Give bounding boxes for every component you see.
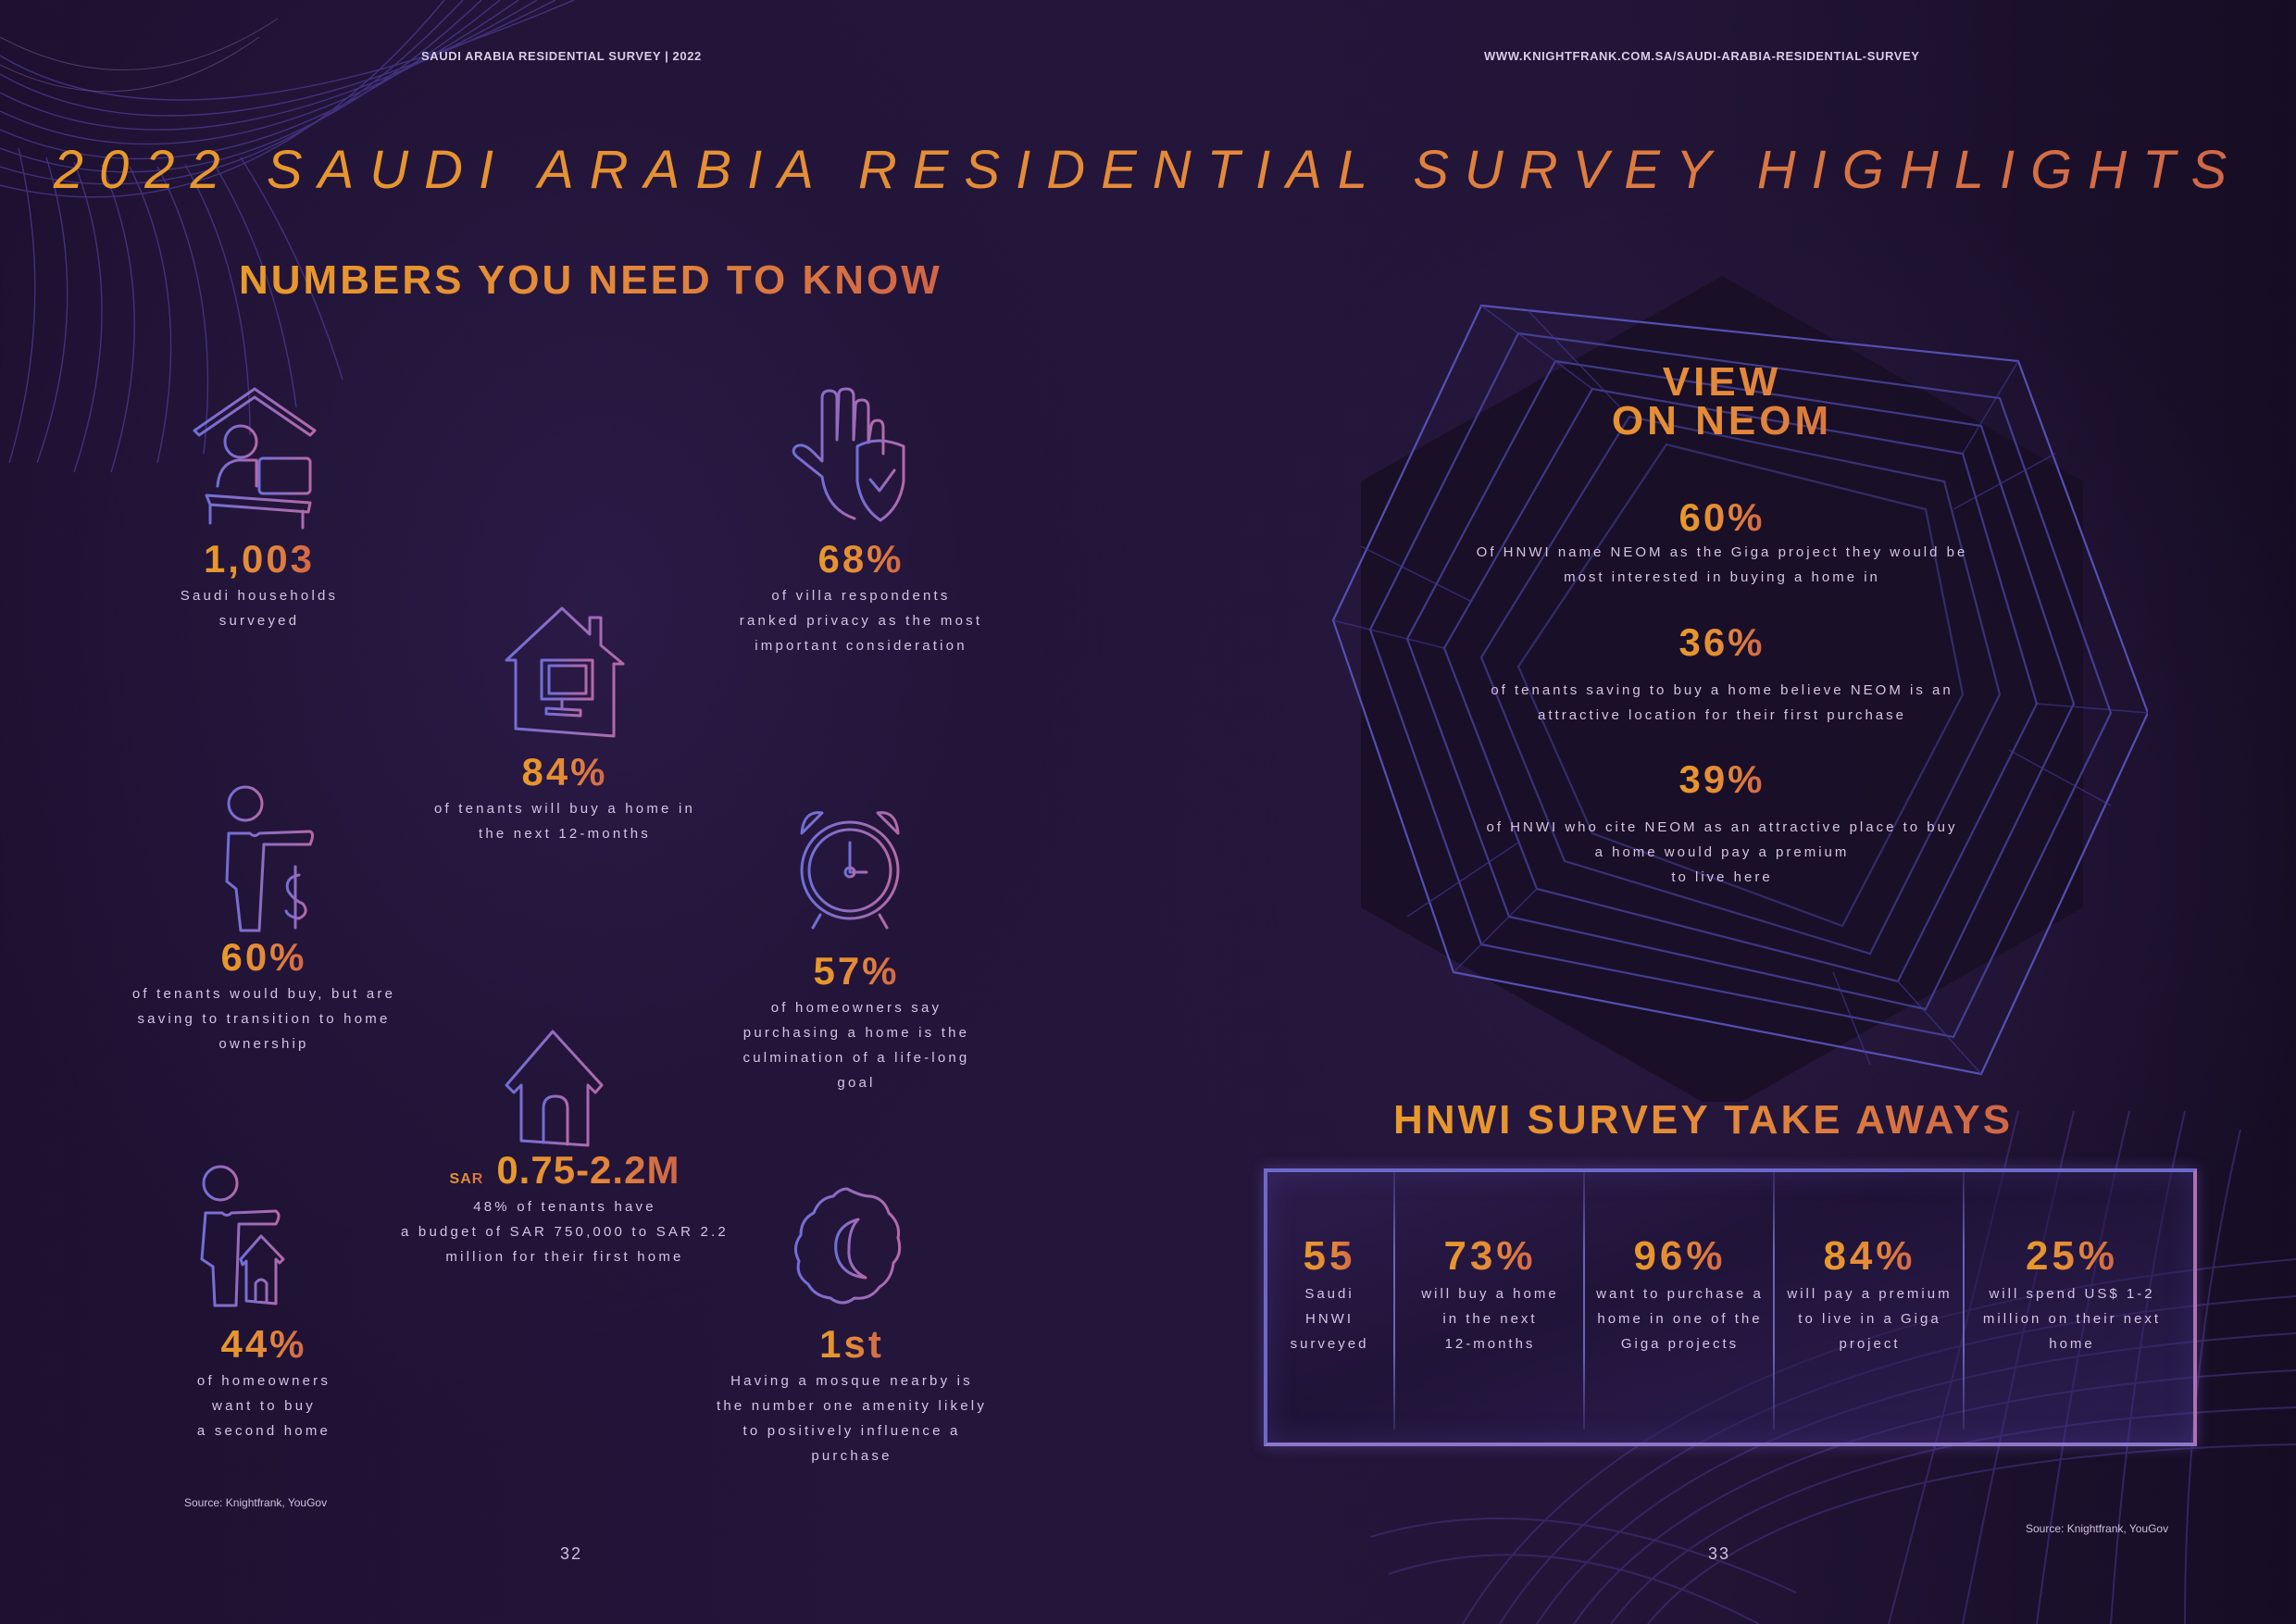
stat-description: of tenants would buy, but are saving to … (131, 986, 396, 1052)
stat-value: 0.75-2.2M (496, 1148, 680, 1192)
wave-mesh-decoration-bottom-right (1370, 1110, 2296, 1624)
running-header-url[interactable]: WWW.KNIGHTFRANK.COM.SA/SAUDI-ARABIA-RESI… (1484, 49, 1920, 63)
page-number-right: 33 (1708, 1544, 1731, 1563)
section-title-numbers: NUMBERS YOU NEED TO KNOW (239, 257, 942, 303)
hnwi-takeaways-panel: 55 Saudi HNWI surveyed 73% will buy a ho… (1264, 1168, 2296, 1446)
stat-value: 36% (1678, 620, 1766, 664)
hnwi-stat-spend: 25% will spend US$ 1-2 million on their … (1965, 1168, 2179, 1444)
stat-value: 55 (1303, 1233, 1356, 1279)
neom-hexagon-decoration (1331, 276, 2148, 1102)
column-divider (1963, 1172, 1965, 1430)
stat-value: 1st (819, 1322, 884, 1366)
stat-second-home: 44% of homeowners want to buy a second h… (139, 1322, 389, 1443)
person-house-icon (194, 1157, 292, 1315)
stat-life-long-goal: 57% of homeowners say purchasing a home … (718, 949, 995, 1095)
wave-mesh-decoration-top-left (0, 0, 575, 473)
stat-description: will pay a premium to live in a Giga pro… (1787, 1286, 1953, 1352)
currency-prefix: SAR (449, 1171, 484, 1187)
crescent-badge-icon (792, 1187, 912, 1321)
stat-tenants-buy: 84% of tenants will buy a home in the ne… (426, 750, 704, 846)
stat-value: 1,003 (203, 537, 316, 581)
column-divider (1583, 1172, 1585, 1430)
stat-description: Saudi households surveyed (180, 588, 339, 629)
stat-value: 60% (220, 935, 307, 979)
stat-description: will buy a home in the next 12-months (1421, 1286, 1559, 1352)
hnwi-stat-pay-premium: 84% will pay a premium to live in a Giga… (1775, 1168, 1965, 1444)
stat-description: Saudi HNWI surveyed (1290, 1286, 1369, 1352)
source-note-left: Source: Knightfrank, YouGov (184, 1496, 328, 1509)
stat-description: of tenants saving to buy a home believe … (1491, 682, 1953, 723)
stat-value: 96% (1633, 1233, 1727, 1279)
stat-description: will spend US$ 1-2 million on their next… (1982, 1286, 2162, 1352)
stat-description: of HNWI who cite NEOM as an attractive p… (1486, 819, 1958, 885)
stat-value: 57% (813, 949, 900, 993)
running-header-left: SAUDI ARABIA RESIDENTIAL SURVEY | 2022 (421, 49, 702, 63)
neom-stat-3: 39% of HNWI who cite NEOM as an attracti… (1444, 757, 2000, 890)
stat-description: Of HNWI name NEOM as the Giga project th… (1476, 544, 1968, 585)
column-divider (1773, 1172, 1775, 1430)
panel-frame (1264, 1168, 2197, 1446)
stat-value: 84% (1823, 1233, 1916, 1279)
neom-stat-2: 36% of tenants saving to buy a home beli… (1444, 620, 2000, 728)
neom-title-line1: VIEW (1518, 362, 1926, 403)
stat-value: 39% (1678, 757, 1766, 801)
stat-description: of homeowners want to buy a second home (196, 1373, 331, 1439)
stat-privacy: 68% of villa respondents ranked privacy … (722, 537, 1000, 658)
stat-value: 25% (2025, 1233, 2119, 1279)
stat-description: of tenants will buy a home in the next 1… (433, 801, 696, 842)
house-icon (505, 1030, 606, 1155)
stat-tenants-saving: 60% of tenants would buy, but are saving… (125, 935, 403, 1056)
house-computer-icon (505, 606, 625, 741)
stat-households-surveyed: 1,003 Saudi households surveyed (139, 537, 380, 633)
stat-description: want to purchase a home in one of the Gi… (1596, 1286, 1764, 1352)
source-note-right: Source: Knightfrank, YouGov (2026, 1522, 2169, 1535)
stat-value: 60% (1678, 495, 1766, 539)
stat-budget: SAR 0.75-2.2M 48% of tenants have a budge… (398, 1148, 731, 1269)
stat-description: 48% of tenants have a budget of SAR 750,… (401, 1199, 729, 1265)
section-title-hnwi: HNWI SURVEY TAKE AWAYS (1393, 1097, 2014, 1143)
person-desk-home-icon (190, 384, 324, 530)
stat-value: 73% (1443, 1233, 1537, 1279)
neom-title-line2: ON NEOM (1518, 401, 1926, 442)
hand-shield-check-icon (785, 387, 915, 532)
hnwi-stat-giga-purchase: 96% want to purchase a home in one of th… (1585, 1168, 1775, 1444)
stat-description: of homeowners say purchasing a home is t… (742, 1000, 970, 1091)
stat-value: 44% (220, 1322, 307, 1366)
stat-description: of villa respondents ranked privacy as t… (739, 588, 983, 654)
page-number-left: 32 (560, 1544, 583, 1563)
neom-title: VIEW ON NEOM (1518, 362, 1926, 442)
stat-description: Having a mosque nearby is the number one… (716, 1373, 988, 1464)
stat-value: 68% (817, 537, 905, 581)
stat-mosque-amenity: 1st Having a mosque nearby is the number… (713, 1322, 991, 1468)
hnwi-stat-buy-home: 73% will buy a home in the next 12-month… (1395, 1168, 1585, 1444)
neom-stat-1: 60% Of HNWI name NEOM as the Giga projec… (1444, 495, 2000, 590)
person-dollar-icon (218, 778, 319, 940)
page-title: 2022 SAUDI ARABIA RESIDENTIAL SURVEY HIG… (0, 139, 2296, 201)
alarm-clock-icon (794, 806, 910, 940)
stat-value: 84% (521, 750, 608, 793)
column-divider (1393, 1172, 1395, 1430)
hnwi-stat-surveyed: 55 Saudi HNWI surveyed (1264, 1168, 1395, 1444)
